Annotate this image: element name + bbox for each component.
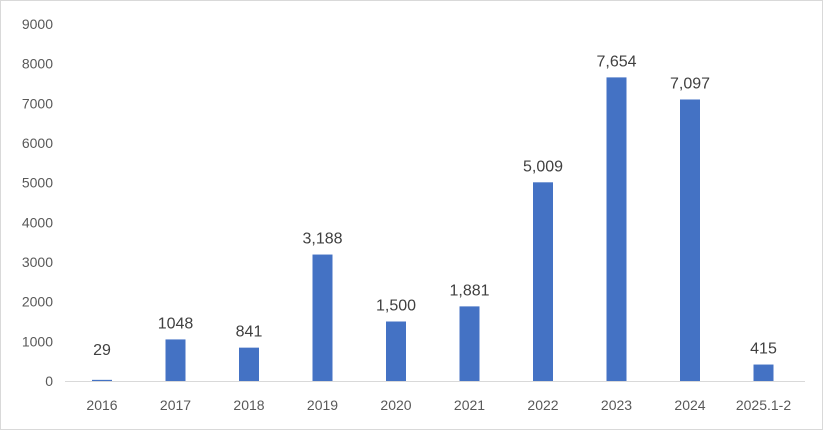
x-tick-label: 2025.1-2 [736, 397, 791, 413]
bars [92, 77, 774, 382]
y-tick-label: 6000 [22, 135, 53, 151]
bar [606, 77, 627, 382]
bar [312, 254, 333, 381]
y-axis-ticks: 0 1000 2000 3000 4000 5000 6000 7000 8000 9000 [22, 16, 53, 389]
bar [680, 99, 700, 382]
x-tick-label: 2019 [307, 397, 338, 413]
data-label: 1,881 [449, 282, 489, 299]
y-tick-label: 3000 [22, 254, 53, 270]
bar [533, 182, 553, 381]
y-tick-label: 0 [45, 373, 53, 389]
x-tick-label: 2023 [601, 397, 632, 413]
bar [386, 321, 406, 381]
data-label: 5,009 [523, 158, 563, 175]
data-label: 7,097 [670, 75, 710, 92]
y-tick-label: 9000 [22, 16, 53, 32]
data-label: 1048 [158, 315, 194, 332]
y-tick-label: 1000 [22, 333, 53, 349]
bar [92, 379, 112, 381]
y-tick-label: 4000 [22, 214, 53, 230]
x-tick-label: 2022 [527, 397, 558, 413]
data-labels: 29 1048 841 3,188 1,500 1,881 5,009 7,654 7,097 4… [93, 53, 777, 359]
data-label: 29 [93, 342, 111, 359]
data-label: 3,188 [302, 231, 342, 248]
y-tick-label: 2000 [22, 294, 53, 310]
x-tick-label: 2017 [160, 397, 191, 413]
x-tick-label: 2020 [380, 397, 411, 413]
y-tick-label: 5000 [22, 175, 53, 191]
x-tick-label: 2021 [454, 397, 485, 413]
data-label: 415 [750, 341, 777, 358]
bar [459, 306, 480, 381]
x-tick-label: 2016 [86, 397, 117, 413]
bar [165, 339, 186, 381]
x-tick-label: 2024 [674, 397, 705, 413]
y-tick-label: 7000 [22, 95, 53, 111]
bar [239, 347, 259, 381]
bar [753, 364, 774, 381]
y-tick-label: 8000 [22, 56, 53, 72]
data-label: 841 [236, 324, 263, 341]
x-tick-label: 2018 [233, 397, 264, 413]
data-label: 1,500 [376, 298, 416, 315]
data-label: 7,654 [596, 53, 636, 70]
x-axis-ticks: 2016 2017 2018 2019 2020 2021 2022 2023 2024 2025… [86, 397, 791, 413]
